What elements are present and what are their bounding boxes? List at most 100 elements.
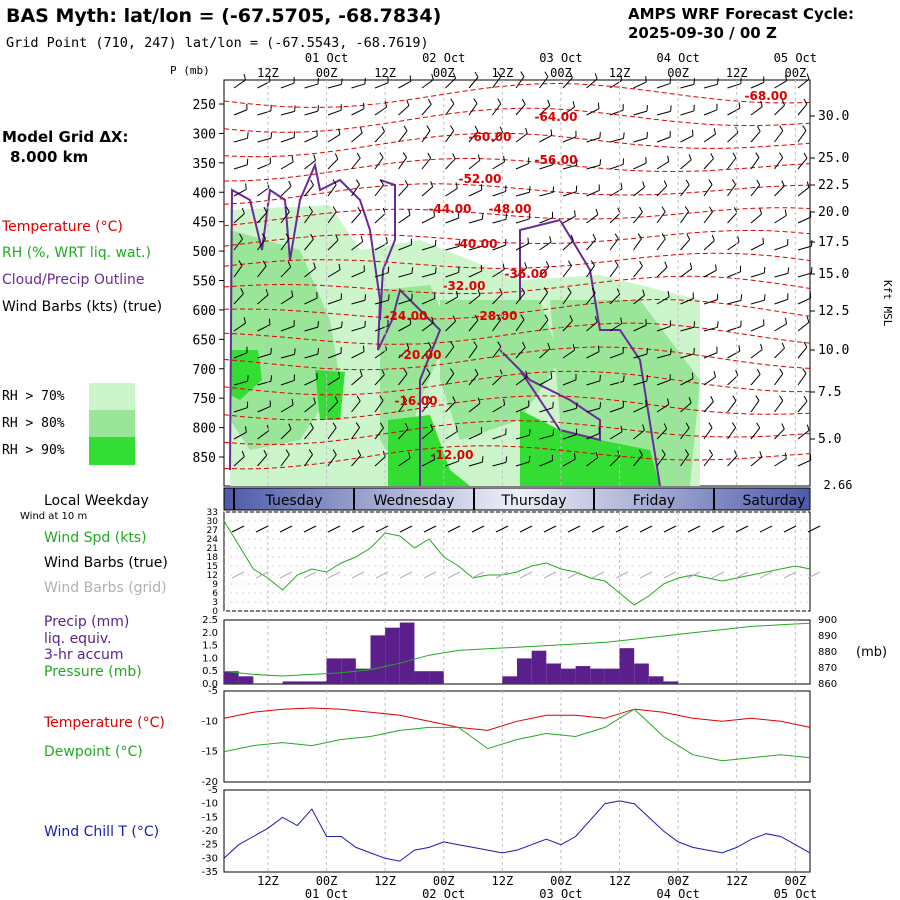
barb-staff [304,267,316,278]
grid-barb [591,571,605,579]
windchill-tick-label: -35 [202,867,218,878]
barb-staff [797,400,808,413]
barb-staff [656,266,668,278]
barb-staff [257,353,272,359]
wind-barb [280,180,292,197]
barb-staff [656,161,670,170]
rh70-label: RH > 70% [2,389,65,404]
wind-barb [680,154,692,170]
top-tick-label: 00Z [667,66,689,80]
temperature-contours [223,82,811,470]
wind-barb [257,375,273,386]
barb-staff [445,401,456,413]
wind-barb [492,98,502,116]
top-tick-label: 12Z [726,66,748,80]
wind-barb [703,449,713,467]
wind-barb [750,294,766,305]
barb-staff [586,380,601,386]
barb-staff [797,186,810,197]
wind-barb [727,294,743,305]
barb-flag [549,236,552,243]
barb-flag [710,396,714,402]
wind-barb [445,153,456,170]
grid-barb [231,571,245,579]
barb-staff [421,347,432,359]
surface-barb [735,525,749,533]
barb-staff [304,83,319,89]
grid-barb [807,571,821,579]
barb-staff [750,427,761,440]
wind-barb [586,451,599,467]
barb-flag [362,345,365,352]
barb-staff [351,157,361,170]
barb-flag [338,263,341,270]
wind-barb [774,452,787,467]
bottom-tick-label: 12Z [609,874,631,888]
wind-barb [703,179,713,197]
windchill-panel-frame [223,789,811,873]
barb-flag [503,155,506,162]
wind-tick-label: 18 [207,553,219,563]
barb-staff [586,239,597,251]
barb-staff [727,184,737,197]
wind-barb [656,131,671,143]
wind-barb [304,105,319,116]
wind-barb [398,180,409,197]
barb-flag [620,425,623,432]
barb-flag [732,395,737,402]
precip-bar [297,681,312,684]
barb-flag [688,154,692,161]
barb-staff [727,427,737,440]
barb-flag [733,207,738,213]
pressure-tick-label: 350 [193,157,216,172]
barb-staff [586,292,596,305]
barb-staff [492,103,502,116]
wind-barb [421,368,431,386]
barb-flag [505,213,508,220]
wind-barb [727,102,741,116]
wind-barb [445,341,455,359]
barb-staff [750,106,763,116]
barb-staff [633,186,645,197]
barb-staff [680,326,695,332]
wind-barb [539,287,549,305]
barb-staff [539,76,549,89]
pressure-label: Pressure (mb) [44,664,142,680]
barb-flag [572,344,576,351]
barb-staff [609,265,619,278]
barb-staff [774,373,784,386]
temperature-panel-label: Temperature (°C) [43,715,165,731]
wind-barb [562,72,573,89]
surface-barb [759,525,773,533]
barb-staff [257,294,269,305]
barb-staff [774,185,785,197]
wind-barb [304,397,316,413]
wind-barb [586,131,601,143]
precip-tick-label: 2.5 [202,615,218,626]
barb-flag [262,260,267,267]
barb-staff [633,265,643,278]
precip-bar [634,663,649,684]
barb-staff [445,217,459,224]
barb-flag [357,206,362,213]
surface-barb [303,525,317,533]
barb-staff [750,349,763,359]
wind-tick-label: 9 [212,580,218,590]
barb-flag [317,105,319,112]
wind-barb [398,452,411,467]
barb-staff [633,294,645,305]
barb-staff [280,185,292,197]
wind-barb [304,373,318,386]
barb-staff [515,461,530,467]
wind-barb [797,316,810,332]
barb-staff [515,218,530,224]
barb-flag [738,345,741,352]
wind-barb [280,233,290,251]
barb-flag [450,125,455,131]
barb-flag [310,233,314,240]
wind-barb [492,239,507,251]
barb-staff [703,299,718,305]
wind-barb [280,206,290,224]
barb-staff [609,455,621,467]
barb-staff [680,378,694,386]
